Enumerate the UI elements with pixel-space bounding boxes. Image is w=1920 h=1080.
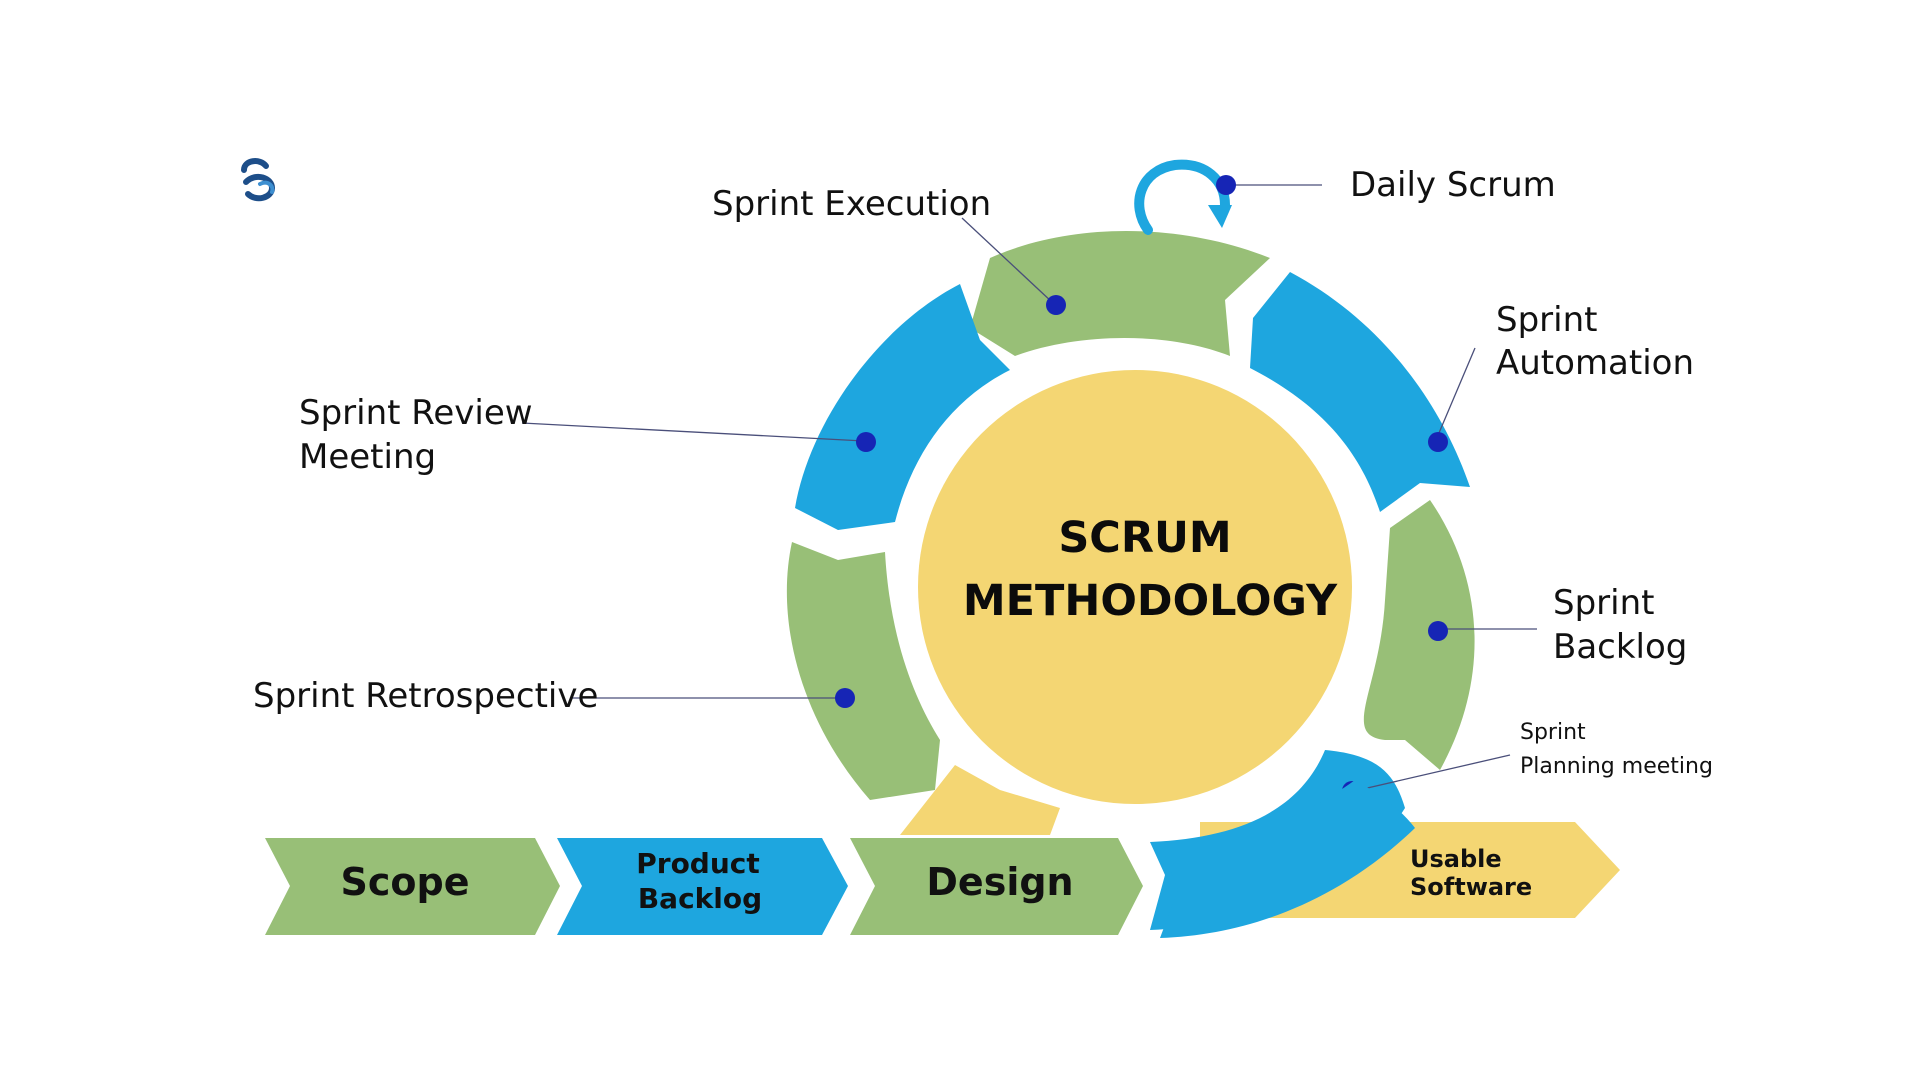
stage-design-arrow (850, 838, 1143, 935)
label-sprint-planning-2: Planning meeting (1520, 754, 1713, 779)
stage-product-backlog-label-2: Backlog (638, 882, 762, 915)
dot-sprint-execution (1046, 295, 1066, 315)
stage-sweep-arc (1160, 780, 1415, 938)
dot-sprint-backlog (1428, 621, 1448, 641)
label-sprint-backlog-2: Backlog (1553, 627, 1687, 667)
dot-daily-scrum (1216, 175, 1236, 195)
dot-sprint-retrospective (835, 688, 855, 708)
label-sprint-automation-1: Sprint (1496, 300, 1597, 340)
ring-segment-sprint-backlog (1363, 500, 1475, 770)
circular-arrow-icon (1134, 159, 1232, 235)
dot-sprint-automation (1428, 432, 1448, 452)
label-daily-scrum: Daily Scrum (1350, 165, 1556, 205)
stage-scope-arrow (265, 838, 560, 935)
ring-segment-sprint-retrospective (786, 542, 940, 800)
center-circle (918, 370, 1352, 804)
label-sprint-execution: Sprint Execution (712, 184, 991, 224)
ring-segment-sprint-automation (1250, 272, 1470, 512)
title-line-2: METHODOLOGY (963, 576, 1338, 626)
ring-segment-sprint-execution (970, 231, 1270, 356)
stage-scope-label: Scope (341, 860, 470, 904)
stage-product-backlog-label-1: Product (636, 847, 760, 880)
label-sprint-backlog-1: Sprint (1553, 583, 1654, 623)
label-sprint-automation-2: Automation (1496, 343, 1694, 383)
stage-usable-software-label-2: Software (1410, 873, 1532, 901)
ring-segment-sprint-review (795, 284, 1010, 530)
stage-usable-software-label-1: Usable (1410, 845, 1502, 873)
label-sprint-review-2: Meeting (299, 437, 436, 477)
center-funnel (900, 765, 1060, 835)
dot-sprint-review (856, 432, 876, 452)
label-sprint-review-1: Sprint Review (299, 393, 533, 433)
company-logo-icon (241, 158, 276, 202)
label-sprint-retrospective: Sprint Retrospective (253, 676, 598, 716)
title-line-1: SCRUM (1058, 513, 1231, 563)
stage-product-backlog-arrow (557, 838, 848, 935)
connector-lines (521, 184, 1537, 793)
label-sprint-planning-1: Sprint (1520, 720, 1586, 745)
stage-design-label: Design (926, 860, 1073, 904)
